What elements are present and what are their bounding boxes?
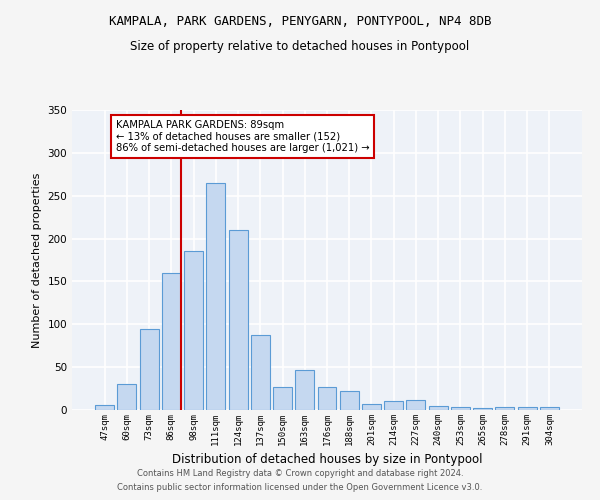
Bar [118,384,136,410]
Y-axis label: Number of detached properties: Number of detached properties [32,172,42,348]
Bar [540,408,559,410]
Bar [496,408,514,410]
X-axis label: Distribution of detached houses by size in Pontypool: Distribution of detached houses by size … [172,454,482,466]
Bar [384,402,403,410]
Bar [451,408,470,410]
Bar [184,252,203,410]
Bar [362,404,381,410]
Bar [229,230,248,410]
Bar [206,183,225,410]
Bar [95,405,114,410]
Bar [340,391,359,410]
Text: Size of property relative to detached houses in Pontypool: Size of property relative to detached ho… [130,40,470,53]
Bar [317,387,337,410]
Bar [295,370,314,410]
Bar [162,273,181,410]
Text: KAMPALA, PARK GARDENS, PENYGARN, PONTYPOOL, NP4 8DB: KAMPALA, PARK GARDENS, PENYGARN, PONTYPO… [109,15,491,28]
Bar [518,408,536,410]
Bar [473,408,492,410]
Text: KAMPALA PARK GARDENS: 89sqm
← 13% of detached houses are smaller (152)
86% of se: KAMPALA PARK GARDENS: 89sqm ← 13% of det… [116,120,370,154]
Bar [406,400,425,410]
Bar [251,334,270,410]
Text: Contains public sector information licensed under the Open Government Licence v3: Contains public sector information licen… [118,484,482,492]
Bar [140,328,158,410]
Text: Contains HM Land Registry data © Crown copyright and database right 2024.: Contains HM Land Registry data © Crown c… [137,468,463,477]
Bar [429,406,448,410]
Bar [273,387,292,410]
